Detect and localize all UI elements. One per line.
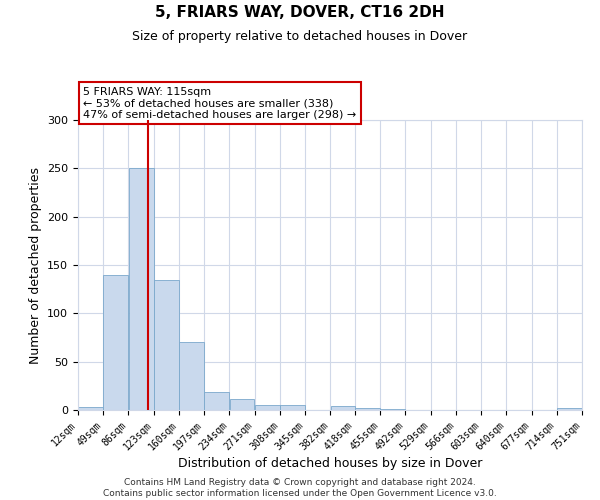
Text: 5, FRIARS WAY, DOVER, CT16 2DH: 5, FRIARS WAY, DOVER, CT16 2DH	[155, 5, 445, 20]
X-axis label: Distribution of detached houses by size in Dover: Distribution of detached houses by size …	[178, 458, 482, 470]
Bar	[355, 408, 380, 410]
Y-axis label: Number of detached properties: Number of detached properties	[29, 166, 41, 364]
Bar	[179, 342, 204, 410]
Bar	[103, 274, 128, 410]
Bar	[557, 408, 582, 410]
Bar	[154, 280, 179, 410]
Text: Contains HM Land Registry data © Crown copyright and database right 2024.
Contai: Contains HM Land Registry data © Crown c…	[103, 478, 497, 498]
Bar	[128, 168, 154, 410]
Bar	[78, 407, 103, 410]
Bar	[205, 392, 229, 410]
Bar	[255, 405, 280, 410]
Bar	[331, 406, 355, 410]
Bar	[230, 400, 254, 410]
Text: Size of property relative to detached houses in Dover: Size of property relative to detached ho…	[133, 30, 467, 43]
Bar	[280, 405, 305, 410]
Bar	[380, 409, 405, 410]
Text: 5 FRIARS WAY: 115sqm
← 53% of detached houses are smaller (338)
47% of semi-deta: 5 FRIARS WAY: 115sqm ← 53% of detached h…	[83, 87, 356, 120]
